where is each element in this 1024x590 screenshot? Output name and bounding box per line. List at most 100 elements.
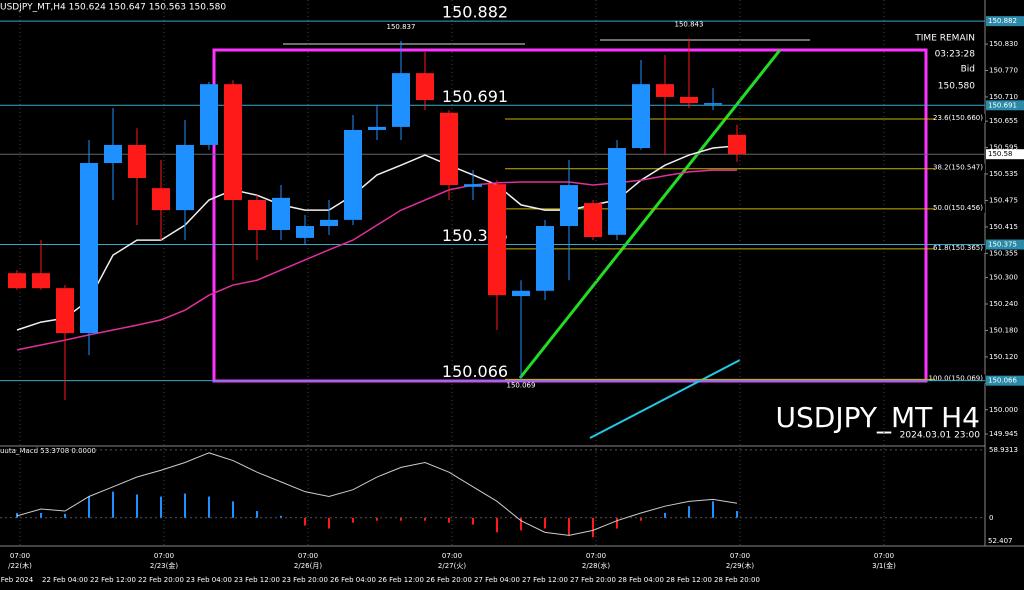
date-label-line: 07:00 [874,552,894,560]
date-label-line: /22(木) [8,561,32,570]
date-label-line: 07:00 [10,552,30,560]
y-tick-label: 150.355 [989,249,1018,257]
y-tick-label: 150.710 [989,93,1018,101]
macd-bar [424,517,426,521]
candle-body [296,226,314,238]
time-label: 23 Feb 12:00 [234,576,280,584]
macd-bar [448,517,450,523]
y-tick-label: 149.945 [989,430,1018,438]
macd-bar [472,517,474,525]
macd-bar [64,513,66,518]
candle-body [680,96,698,104]
date-label: 07:00 2/27(火) [438,552,466,570]
bid-label: Bid [961,65,975,75]
level-badge-label: 150.066 [988,377,1017,385]
time-label: 26 Feb 04:00 [330,576,376,584]
date-label-line: 07:00 [298,552,318,560]
time-label: 28 Feb 20:00 [714,576,760,584]
time-label: 23 Feb 20:00 [282,576,328,584]
macd-bar [352,517,354,523]
candle-body [584,203,602,238]
candle-body [440,112,458,186]
chart-title: USDJPY_MT,H4 150.624 150.647 150.563 150… [0,3,226,13]
fib-badge [935,243,985,253]
trend-line [518,49,782,379]
macd-bottom-label: 52.407 [988,537,1013,545]
time-remain: TIME REMAIN [914,34,975,44]
candle-body [80,163,98,334]
candle-body [392,73,410,127]
candle-body [632,84,650,149]
level-badge [986,16,1024,27]
macd-bar [88,496,90,518]
level-badge-label: 150.375 [988,241,1017,249]
candle-body [200,84,218,145]
fib-label: 50.0(150.456) [933,204,983,212]
macd-bar [160,496,162,518]
date-label-line: 07:00 [442,552,462,560]
candle-body [464,184,482,187]
timer: 03:23:28 [935,50,976,60]
candle-body [224,84,242,201]
candle-body [416,73,434,101]
date-label: 07:00 2/29(木) [726,552,754,570]
time-label: 27 Feb 04:00 [474,576,520,584]
macd-bar [544,517,546,529]
y-tick-label: 150.180 [989,326,1018,334]
fib-badge [935,374,985,384]
time-label: 26 Feb 12:00 [378,576,424,584]
candle-body [152,188,170,211]
date-label-line: 3/1(金) [872,561,896,570]
extreme-label: 150.837 [387,23,416,31]
candle-body [128,144,146,178]
macd-bar [280,515,282,518]
candle-body [728,134,746,155]
y-tick-label: 150.300 [989,274,1018,282]
macd-bar [208,496,210,518]
macd-bar [40,512,42,518]
time-label: 22 Feb 12:00 [90,576,136,584]
macd-bar [592,517,594,538]
level-label: 150.691 [442,87,508,106]
macd-tick-label: 0 [989,514,993,522]
candle-body [560,185,578,227]
macd-bar [568,517,570,536]
candle-body [32,273,50,289]
trend-line-2 [589,359,741,439]
macd-bar [232,501,234,518]
y-tick-label: 150.415 [989,223,1018,231]
level-badge [986,100,1024,111]
y-tick-label: 150.770 [989,66,1018,74]
macd-bar [376,517,378,521]
y-tick-label: 150.830 [989,40,1018,48]
y-tick-label: 150.595 [989,144,1018,152]
level-badge-label: 150.691 [988,101,1017,109]
time-label: 22 Feb 20:00 [138,576,184,584]
y-tick-label: 150.000 [989,406,1018,414]
candle-body [344,129,362,220]
timestamp: 2024.03.01 23:00 [900,431,981,441]
bid-value: 150.580 [938,82,975,92]
date-label-line: 2/23(金) [150,561,178,570]
extreme-label: 150.069 [507,381,536,389]
candle-body [176,144,194,211]
macd-tick-label: 58.9313 [989,446,1018,454]
macd-bar [184,493,186,518]
date-label-line: 07:00 [730,552,750,560]
y-tick-label: 150.240 [989,300,1018,308]
level-label: 150.882 [442,3,508,22]
macd-bar [736,511,738,518]
candle-body [320,219,338,227]
y-tick-label: 150.475 [989,196,1018,204]
watermark: USDJPY_MT H4 [776,401,981,434]
level-badge-label: 150.882 [988,17,1017,25]
candle-body [368,126,386,130]
macd-bar [496,517,498,533]
candle-body [656,84,674,97]
time-label: 28 Feb 12:00 [666,576,712,584]
fib-badge [935,113,985,123]
candle-body [704,103,722,105]
date-label-line: 2/29(木) [726,561,754,570]
candle-body [512,290,530,297]
